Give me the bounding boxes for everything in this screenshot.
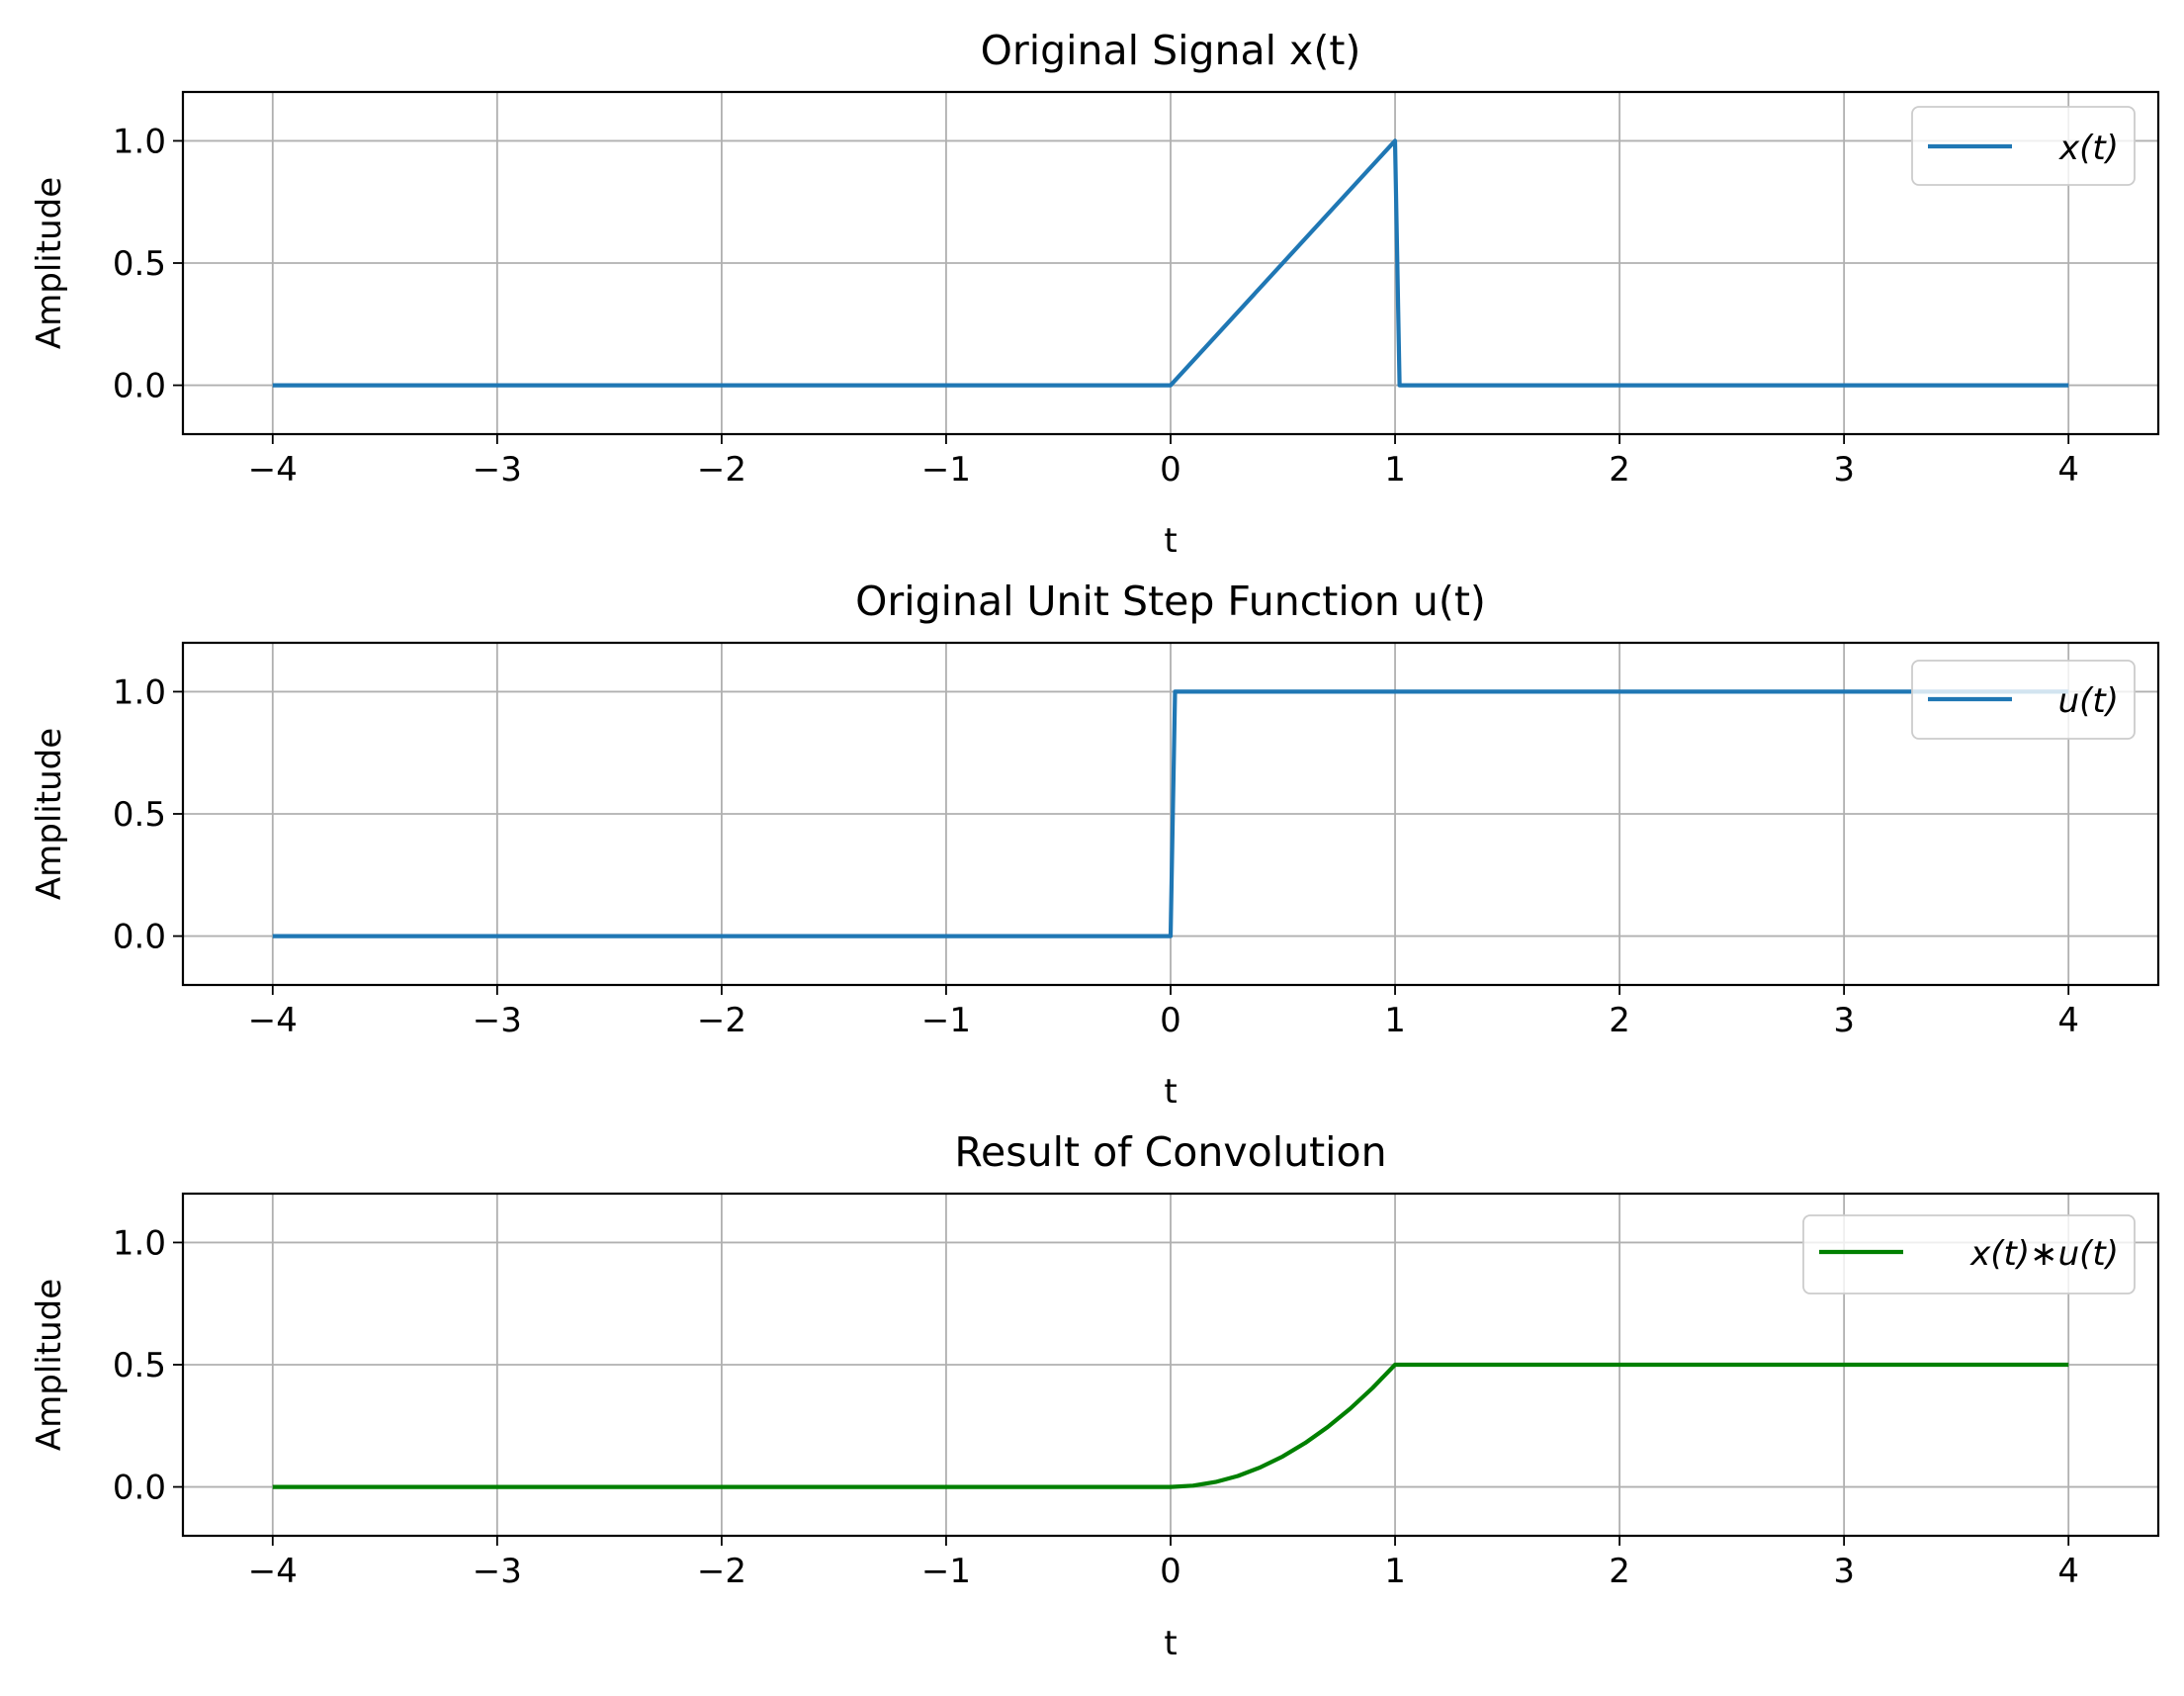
- subplot-1-title: Original Signal x(t): [981, 27, 1361, 74]
- subplot-1-series-line: [272, 138, 2069, 388]
- subplot-3-xtick-label: 3: [1833, 1552, 1855, 1591]
- subplot-3-ytick-label: 0.5: [113, 1346, 166, 1385]
- subplot-3-ticks: −4 −3 −2 −1 0 1 2 3 4 0.0 0.5 1.0: [113, 1223, 2079, 1591]
- subplot-3-legend-label: x(t)∗u(t): [1969, 1234, 2119, 1274]
- subplot-3-xlabel: t: [1164, 1624, 1177, 1663]
- subplot-1: −4 −3 −2 −1 0 1 2 3 4 0.0 0.5 1.0 Original Signal x…: [30, 27, 2160, 561]
- subplot-1-ylabel: Amplitude: [30, 177, 69, 349]
- subplot-3-ylabel: Amplitude: [30, 1279, 69, 1451]
- subplot-3: −4 −3 −2 −1 0 1 2 3 4 0.0 0.5 1.0 Result of Convolu…: [30, 1128, 2160, 1663]
- subplot-1-ticks: −4 −3 −2 −1 0 1 2 3 4 0.0 0.5 1.0: [113, 122, 2079, 490]
- subplot-3-ytick-label: 0.0: [113, 1469, 166, 1508]
- subplot-1-xtick-label: 0: [1160, 450, 1181, 490]
- subplot-2-ytick-label: 1.0: [113, 672, 166, 712]
- subplot-3-title: Result of Convolution: [954, 1128, 1386, 1176]
- subplot-1-xtick-label: 1: [1384, 450, 1406, 490]
- subplot-2-xtick-label: 2: [1609, 1001, 1630, 1040]
- subplot-1-legend-box: [1911, 106, 2136, 186]
- subplot-3-xtick-label: −2: [697, 1552, 746, 1591]
- subplot-1-xtick-label: 4: [2057, 450, 2079, 490]
- subplot-3-legend-box: [1802, 1214, 2136, 1294]
- subplot-2-xtick-label: −4: [248, 1001, 298, 1040]
- subplot-1-ytick-label: 0.0: [113, 367, 166, 406]
- subplot-1-data: [272, 138, 2069, 388]
- subplot-2-xtick-label: −2: [697, 1001, 746, 1040]
- subplot-2-ylabel: Amplitude: [30, 728, 69, 900]
- subplot-2-legend: u(t): [1911, 660, 2136, 740]
- subplot-2-xtick-label: 4: [2057, 1001, 2079, 1040]
- subplot-3-xtick-label: 4: [2057, 1552, 2079, 1591]
- subplot-2-xtick-label: 1: [1384, 1001, 1406, 1040]
- subplot-1-xlabel: t: [1164, 521, 1177, 561]
- subplot-3-ytick-label: 1.0: [113, 1223, 166, 1263]
- subplot-1-xtick-label: −3: [473, 450, 522, 490]
- subplot-2-ytick-label: 0.5: [113, 795, 166, 835]
- subplot-2-xtick-label: −1: [921, 1001, 971, 1040]
- subplot-3-data: [272, 1362, 2069, 1489]
- subplot-3-xtick-label: 2: [1609, 1552, 1630, 1591]
- subplot-1-xtick-label: −2: [697, 450, 746, 490]
- subplot-2-xlabel: t: [1164, 1072, 1177, 1112]
- subplot-2-xtick-label: 3: [1833, 1001, 1855, 1040]
- subplot-1-xtick-label: −1: [921, 450, 971, 490]
- subplot-3-xtick-label: −4: [248, 1552, 298, 1591]
- subplot-3-xtick-label: −3: [473, 1552, 522, 1591]
- subplot-2-ytick-label: 0.0: [113, 918, 166, 957]
- subplot-2-title: Original Unit Step Function u(t): [855, 578, 1486, 625]
- subplot-1-legend-label: x(t): [2058, 129, 2119, 168]
- subplot-1-ytick-label: 1.0: [113, 122, 166, 161]
- subplot-2-legend-box: [1911, 660, 2136, 740]
- subplot-2-ticks: −4 −3 −2 −1 0 1 2 3 4 0.0 0.5 1.0: [113, 672, 2079, 1040]
- subplot-3-legend: x(t)∗u(t): [1802, 1214, 2136, 1294]
- subplot-2: −4 −3 −2 −1 0 1 2 3 4 0.0 0.5 1.0 Original Unit Ste…: [30, 578, 2160, 1112]
- subplot-2-legend-label: u(t): [2058, 681, 2119, 721]
- subplot-3-xtick-label: 0: [1160, 1552, 1181, 1591]
- subplot-1-ytick-label: 0.5: [113, 244, 166, 284]
- subplot-2-xtick-label: 0: [1160, 1001, 1181, 1040]
- subplot-3-series-line: [272, 1362, 2069, 1489]
- subplot-2-series-line: [272, 689, 2069, 938]
- subplot-1-xtick-label: 2: [1609, 450, 1630, 490]
- subplot-2-xtick-label: −3: [473, 1001, 522, 1040]
- subplot-1-legend: x(t): [1911, 106, 2136, 186]
- subplot-1-xtick-label: 3: [1833, 450, 1855, 490]
- subplot-2-data: [272, 689, 2069, 938]
- subplot-3-xtick-label: −1: [921, 1552, 971, 1591]
- subplot-3-xtick-label: 1: [1384, 1552, 1406, 1591]
- subplot-1-xtick-label: −4: [248, 450, 298, 490]
